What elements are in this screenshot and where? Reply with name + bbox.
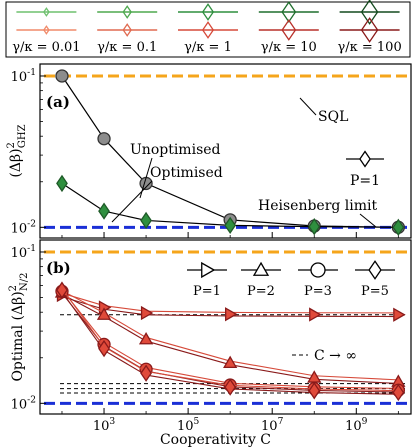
series-line (61, 290, 399, 381)
series (56, 281, 405, 402)
panel-b: 10-1 10-2 103 105 107 109 (b) Optimal (Δβ)2N/2 C… (8, 239, 412, 448)
inset-legend-marker (310, 262, 326, 278)
x-tick-label: 105 (177, 417, 200, 434)
data-point (392, 218, 405, 236)
data-point (97, 132, 111, 146)
series-line (61, 292, 399, 314)
data-point (308, 218, 321, 236)
data-point (309, 307, 322, 322)
y-axis-label: (Δβ)2GHZ (6, 124, 28, 177)
series-line (61, 182, 399, 228)
data-point (392, 383, 405, 402)
annotation-heisenberg: Heisenberg limit (258, 198, 378, 214)
legend-marker-upper (281, 1, 297, 23)
legend-marker-upper (122, 5, 132, 19)
legend-marker-upper (201, 3, 215, 21)
legend-marker-upper (43, 7, 50, 17)
annotation-unoptimised: Unoptimised (130, 142, 221, 158)
legend-marker-lower (201, 21, 215, 39)
x-axis-label: Cooperativity C (160, 432, 271, 448)
legend-marker-lower (122, 23, 132, 37)
series-line (61, 291, 399, 395)
series-line (61, 287, 399, 392)
data-point (98, 202, 110, 220)
legend-label: γ/κ = 1 (184, 40, 232, 55)
series-line (61, 296, 399, 318)
inset-legend-marker (368, 260, 382, 280)
inset-legend-label: P=2 (247, 284, 275, 299)
x-tick-label: 103 (93, 417, 116, 434)
data-point (138, 331, 154, 345)
data-point (223, 355, 238, 369)
annotation-sql: SQL (318, 109, 348, 125)
legend-entry: γ/κ = 100 (337, 0, 402, 55)
y-tick-label: 10-1 (11, 68, 36, 85)
legend: γ/κ = 0.01 γ/κ = 0.1 γ/κ = 1 γ/κ = 10 γ/κ = … (5, 0, 411, 58)
legend-entry: γ/κ = 0.01 (12, 7, 81, 55)
legend-entry: γ/κ = 0.1 (97, 5, 157, 55)
data-point (140, 364, 152, 382)
inset-legend-marker (359, 150, 371, 168)
data-point (55, 69, 69, 83)
legend-label: γ/κ = 10 (261, 40, 317, 55)
data-point (56, 174, 68, 193)
legend-label: γ/κ = 0.01 (12, 40, 80, 55)
inset-legend-marker (201, 261, 216, 279)
data-point (224, 378, 237, 396)
inset-legend-marker (252, 261, 270, 276)
data-point (140, 305, 154, 321)
series (56, 174, 405, 236)
y-tick-label: 10-2 (11, 395, 36, 412)
annotation-optimised: Optimised (150, 165, 223, 181)
data-point (393, 307, 406, 322)
panel-a: 10-1 10-2 (a) (Δβ)2GHZ Unoptimised Optimised S… (6, 63, 412, 239)
y-tick-label: 10-1 (11, 244, 36, 261)
series-line (61, 289, 399, 389)
panel-label: (b) (46, 259, 71, 277)
inset-legend-label: P=3 (304, 284, 332, 299)
legend-marker-lower (43, 25, 50, 35)
data-point (225, 307, 238, 322)
data-point (308, 382, 321, 400)
data-point (224, 216, 237, 235)
legend-marker-lower (360, 17, 379, 43)
data-point (140, 211, 152, 230)
legend-label: γ/κ = 0.1 (97, 40, 157, 55)
x-tick-label: 107 (261, 417, 284, 434)
legend-entry: γ/κ = 10 (258, 1, 319, 55)
y-tick-label: 10-2 (11, 219, 36, 236)
data-point (56, 281, 68, 299)
annotation-arrow (359, 213, 377, 228)
inset-legend-label: P=1 (193, 284, 221, 299)
annotation-arrow (299, 97, 317, 116)
series-line (61, 293, 399, 385)
y-axis-label: Optimal (Δβ)2N/2 (8, 272, 30, 381)
inset-legend-label: P=1 (350, 173, 380, 189)
legend-marker-lower (281, 19, 297, 41)
legend-entry: γ/κ = 1 (178, 3, 238, 55)
data-point (96, 307, 112, 320)
inset-legend-label: P=5 (361, 284, 389, 299)
annotation-arrow (111, 180, 153, 223)
panel-label: (a) (46, 93, 70, 111)
x-tick-label: 109 (345, 417, 368, 434)
legend-label: γ/κ = 100 (337, 40, 401, 55)
legend-marker-upper (360, 0, 379, 25)
annotation-c-infinity: C → ∞ (314, 348, 357, 364)
data-point (98, 339, 110, 358)
